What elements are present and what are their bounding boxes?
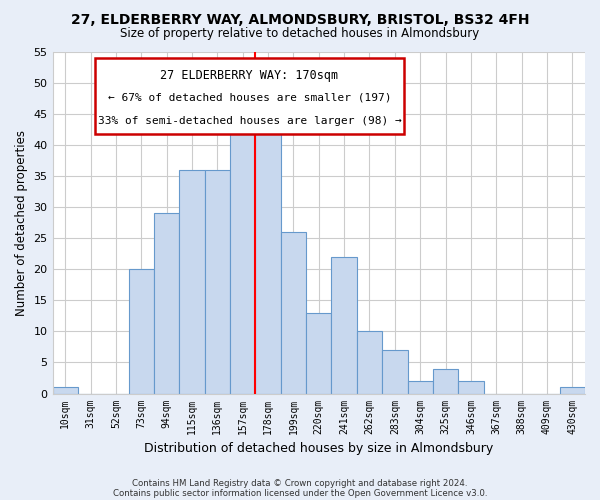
Text: Contains HM Land Registry data © Crown copyright and database right 2024.: Contains HM Land Registry data © Crown c… <box>132 478 468 488</box>
Bar <box>256 132 281 394</box>
Text: Size of property relative to detached houses in Almondsbury: Size of property relative to detached ho… <box>121 28 479 40</box>
Y-axis label: Number of detached properties: Number of detached properties <box>15 130 28 316</box>
Bar <box>205 170 230 394</box>
Bar <box>154 213 179 394</box>
Bar <box>407 381 433 394</box>
Bar <box>53 388 78 394</box>
Bar <box>433 368 458 394</box>
Bar <box>382 350 407 394</box>
Bar <box>179 170 205 394</box>
Bar <box>306 312 331 394</box>
Bar <box>357 332 382 394</box>
Text: 27 ELDERBERRY WAY: 170sqm: 27 ELDERBERRY WAY: 170sqm <box>160 68 338 82</box>
Text: ← 67% of detached houses are smaller (197): ← 67% of detached houses are smaller (19… <box>108 92 391 102</box>
Text: Contains public sector information licensed under the Open Government Licence v3: Contains public sector information licen… <box>113 488 487 498</box>
Bar <box>230 108 256 394</box>
Text: 27, ELDERBERRY WAY, ALMONDSBURY, BRISTOL, BS32 4FH: 27, ELDERBERRY WAY, ALMONDSBURY, BRISTOL… <box>71 12 529 26</box>
Bar <box>458 381 484 394</box>
Bar <box>281 232 306 394</box>
Text: 33% of semi-detached houses are larger (98) →: 33% of semi-detached houses are larger (… <box>98 116 401 126</box>
Bar <box>560 388 585 394</box>
Bar <box>128 269 154 394</box>
X-axis label: Distribution of detached houses by size in Almondsbury: Distribution of detached houses by size … <box>144 442 493 455</box>
Bar <box>331 256 357 394</box>
FancyBboxPatch shape <box>95 58 404 134</box>
